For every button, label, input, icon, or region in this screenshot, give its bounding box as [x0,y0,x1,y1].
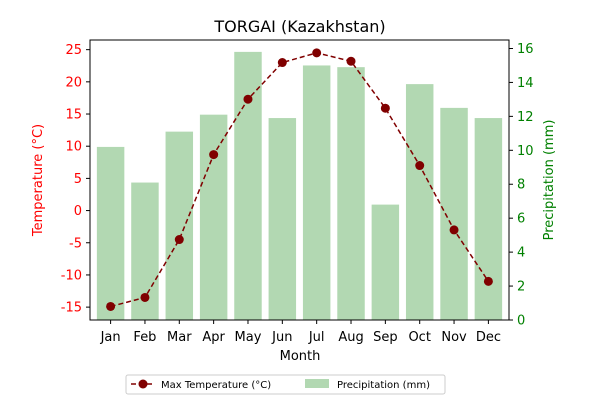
y-right-tick-label: 10 [517,144,534,159]
temperature-point-sep [380,103,390,113]
y-left-tick-label: -10 [61,268,82,283]
x-tick-label: Jan [100,330,121,345]
precipitation-bar-oct [405,84,434,320]
legend-label-precipitation: Precipitation (mm) [337,380,430,391]
temperature-point-jun [277,58,287,68]
x-tick-label: Apr [202,330,225,345]
y-left-axis-label: Temperature (°C) [31,124,46,237]
temperature-line [110,52,490,308]
y-left-tick-label: 15 [65,108,82,123]
precipitation-bar-dec [474,118,503,320]
plot-frame [89,39,510,321]
precipitation-bar-jul [302,65,331,320]
y-right-tick-label: 12 [517,110,534,125]
temperature-point-feb [140,292,150,302]
x-tick-label: May [235,330,262,345]
precipitation-bar-jun [268,118,297,320]
precipitation-bar-sep [371,204,400,320]
temperature-point-may [243,94,253,104]
y-right-tick-label: 0 [517,314,525,329]
bars-layer [96,51,503,321]
x-tick-label: Nov [441,330,467,345]
y-right-tick-label: 16 [517,42,534,57]
y-right-tick-label: 4 [517,246,525,261]
x-tick-label: Mar [167,330,192,345]
y-right-tick-label: 2 [517,280,525,295]
legend-marker-swatch [138,379,148,389]
legend-label-temperature: Max Temperature (°C) [161,380,271,391]
x-tick-label: Jul [308,330,325,345]
temperature-point-dec [483,276,493,286]
line-layer [106,48,493,311]
temperature-point-mar [174,235,184,245]
precipitation-bar-jan [96,146,125,320]
temperature-point-apr [209,150,219,160]
y-right-tick-label: 8 [517,178,525,193]
x-tick-label: Oct [408,330,430,345]
temperature-point-nov [449,225,459,235]
x-axis-label: Month [280,349,321,364]
right-axis: 0 2 4 6 8 10 12 14 16 [509,42,534,329]
y-right-axis-label: Precipitation (mm) [542,120,557,241]
x-tick-label: Jun [271,330,292,345]
precipitation-bar-mar [165,131,194,320]
temperature-point-aug [346,56,356,66]
temperature-point-oct [415,161,425,171]
chart-title: TORGAI (Kazakhstan) [213,17,385,36]
precipitation-bar-apr [199,114,228,321]
y-left-tick-label: 20 [65,75,82,90]
precipitation-bar-may [234,51,262,321]
temperature-point-jan [106,301,116,311]
y-left-tick-label: 5 [74,172,82,187]
y-left-tick-label: 0 [74,204,82,219]
left-axis: -15 -10 -5 0 5 10 15 20 25 [61,43,90,316]
x-tick-label: Aug [338,330,363,345]
x-axis: Jan Feb Mar Apr May Jun Jul Aug Sep Oct Nov Dec [100,320,501,345]
temperature-point-jul [312,48,322,58]
y-right-tick-label: 14 [517,76,534,91]
y-right-tick-label: 6 [517,212,525,227]
y-left-tick-label: -15 [61,301,82,316]
precipitation-bar-nov [440,107,468,320]
legend-box [125,374,446,395]
x-tick-label: Feb [133,330,156,345]
x-tick-label: Sep [373,330,398,345]
precipitation-bar-aug [337,67,365,320]
legend: Max Temperature (°C) Precipitation (mm) [125,374,446,395]
legend-bar-swatch [305,379,329,388]
y-left-tick-label: -5 [69,236,82,251]
x-tick-label: Dec [476,330,501,345]
y-left-tick-label: 10 [65,140,82,155]
y-left-tick-label: 25 [65,43,82,58]
